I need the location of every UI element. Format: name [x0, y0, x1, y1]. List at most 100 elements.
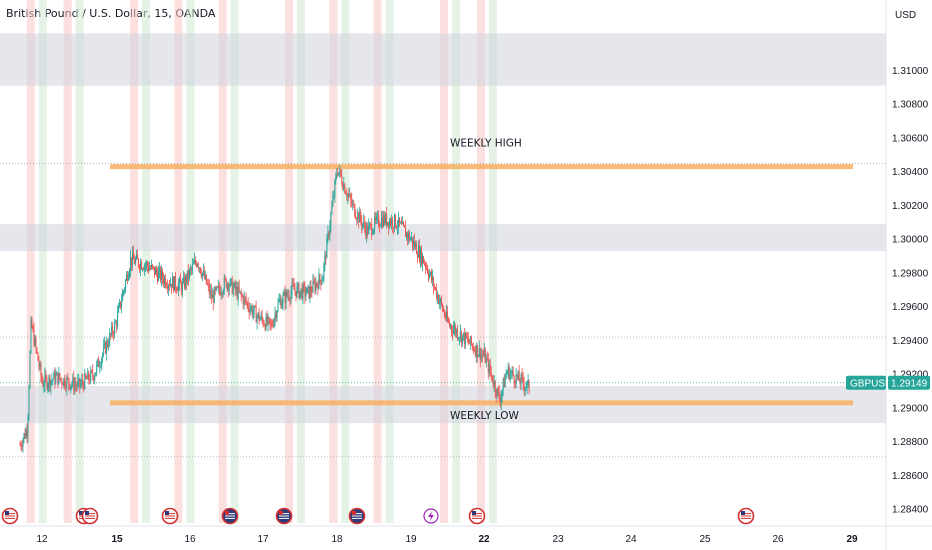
candle-body: [280, 299, 282, 308]
candle-body: [49, 376, 51, 388]
candle-body: [318, 274, 320, 290]
candle-body: [98, 359, 100, 368]
candle-body: [458, 338, 460, 339]
candle-body: [34, 338, 36, 346]
candle-body: [155, 268, 157, 273]
candle-body: [308, 286, 310, 298]
candle-body: [521, 374, 523, 377]
candle-body: [109, 333, 111, 346]
candle-body: [120, 301, 122, 308]
candle-body: [79, 378, 81, 387]
candle-body: [252, 311, 254, 316]
candle-body: [150, 268, 152, 269]
candle-body: [517, 371, 519, 378]
candle-body: [56, 372, 58, 376]
candle-body: [518, 371, 520, 382]
candle-body: [138, 259, 140, 267]
candle-body: [326, 237, 328, 259]
candle-body: [398, 217, 400, 228]
candle-body: [159, 268, 161, 281]
candle-body: [132, 252, 134, 265]
candle-body: [488, 364, 490, 373]
y-tick-label: 1.31000: [892, 66, 929, 77]
candle-body: [270, 323, 272, 325]
candle-body: [275, 313, 277, 318]
candle-body: [136, 254, 138, 260]
candle-body: [333, 195, 335, 198]
uk-flag-icon[interactable]: [275, 507, 293, 525]
candle-body: [178, 278, 180, 285]
candle-body: [357, 212, 359, 220]
candle-body: [409, 233, 411, 241]
us-flag-icon[interactable]: [1, 507, 19, 525]
us-flag-icon[interactable]: [468, 507, 486, 525]
us-flag-icon[interactable]: [737, 507, 755, 525]
candle-body: [88, 372, 90, 380]
candle-body: [41, 376, 43, 383]
candle-body: [400, 222, 402, 224]
candle-body: [201, 272, 203, 277]
candle-body: [38, 360, 40, 367]
candle-body: [475, 345, 477, 356]
candle-body: [192, 263, 194, 265]
session-stripe-green: [488, 0, 497, 523]
candle-body: [42, 382, 44, 387]
current-price-tag: [888, 375, 930, 390]
candle-body: [167, 285, 169, 289]
candle-body: [461, 335, 463, 343]
us-flag-icon[interactable]: [161, 507, 179, 525]
candle-body: [423, 256, 425, 264]
candle-body: [385, 213, 387, 224]
candle-body: [267, 317, 269, 325]
candle-body: [317, 284, 319, 290]
candle-body: [449, 325, 451, 327]
candle-body: [467, 338, 469, 343]
candle-body: [323, 264, 325, 278]
x-tick-label: 26: [772, 534, 784, 545]
candle-body: [466, 338, 468, 339]
candle-body: [360, 211, 362, 221]
candle-body: [153, 266, 155, 268]
candle-body: [107, 341, 109, 346]
candle-body: [27, 417, 29, 436]
candle-body: [245, 298, 247, 303]
candle-body: [394, 214, 396, 229]
candle-body: [166, 286, 168, 289]
candle-body: [462, 332, 464, 336]
candle-body: [190, 268, 192, 270]
candle-body: [83, 383, 85, 389]
x-tick-label: 12: [36, 534, 48, 545]
candle-body: [268, 317, 270, 320]
candle-body: [220, 293, 222, 295]
candle-body: [440, 298, 442, 304]
candle-body: [156, 272, 158, 282]
candle-body: [22, 439, 24, 447]
candle-body: [251, 306, 253, 316]
candle-body: [292, 284, 294, 286]
candle-body: [356, 218, 358, 220]
candle-body: [196, 263, 198, 267]
candle-body: [415, 243, 417, 248]
candle-body: [325, 254, 327, 259]
candle-body: [484, 350, 486, 363]
candle-body: [279, 299, 281, 301]
candle-body: [37, 352, 39, 361]
candle-body: [387, 222, 389, 226]
candle-body: [54, 372, 56, 384]
candle-body: [281, 303, 283, 308]
candle-body: [507, 366, 509, 372]
candle-body: [382, 217, 384, 227]
session-stripe-red: [218, 0, 227, 523]
uk-flag-icon[interactable]: [348, 507, 366, 525]
candle-body: [391, 219, 393, 225]
candle-body: [57, 372, 59, 385]
candle-body: [169, 283, 171, 286]
candle-body: [480, 354, 482, 360]
candle-body: [381, 217, 383, 226]
uk-flag-icon[interactable]: [221, 507, 239, 525]
candle-body: [59, 373, 61, 379]
candle-body: [198, 267, 200, 269]
us-flag-icon[interactable]: [81, 507, 99, 525]
candle-body: [307, 286, 309, 288]
